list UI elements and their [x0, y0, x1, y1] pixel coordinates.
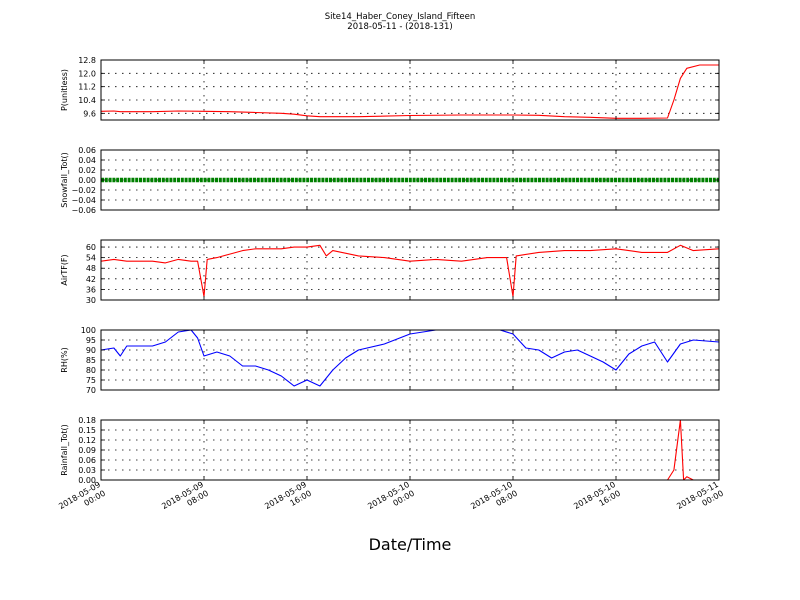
panel-5: 0.180.150.120.090.060.030.00 Rainfall_Tot…: [60, 416, 720, 485]
y-tick-label: 0.09: [78, 446, 96, 455]
y-tick-label: 95: [86, 336, 96, 345]
y-tick-label: 48: [86, 264, 96, 273]
y-tick-label: 11.2: [78, 83, 96, 92]
y-tick-label: 75: [86, 376, 96, 385]
y-tick-label: 0.12: [78, 436, 96, 445]
panel-frame: [100, 239, 720, 301]
y-axis-label: Rainfall_Tot(): [60, 424, 69, 476]
y-tick-label: 80: [86, 366, 96, 375]
y-tick-label: 9.6: [83, 109, 96, 118]
y-tick-label: 90: [86, 346, 96, 355]
y-tick-label: 54: [86, 254, 96, 263]
y-tick-label: 0.06: [78, 146, 96, 155]
y-tick-label: −0.02: [71, 186, 96, 195]
y-tick-label: 42: [86, 275, 96, 284]
y-tick-label: 100: [81, 326, 96, 335]
y-tick-label: 0.06: [78, 456, 96, 465]
y-tick-label: 0.03: [78, 466, 96, 475]
y-tick-label: −0.06: [71, 206, 96, 215]
data-series-line: [101, 419, 719, 481]
y-axis-label: P(unitless): [60, 69, 69, 111]
y-tick-label: 0.18: [78, 416, 96, 425]
panel-1: 12.8 12.0 11.2 10.4 9.6 P(unitless): [60, 56, 720, 121]
y-axis-label: RH(%): [60, 347, 69, 372]
chart-panels: 12.812.011.210.49.6P(unitless)0.060.040.…: [60, 56, 720, 485]
y-tick-label: 10.4: [78, 96, 96, 105]
data-series-line: [100, 64, 719, 119]
y-tick-label: 36: [86, 285, 96, 294]
chart-subtitle: 2018-05-11 - (2018-131): [347, 22, 452, 32]
y-tick-label: 0.04: [78, 156, 96, 165]
y-tick-label: 0.00: [78, 176, 96, 185]
panel-2: 0.060.040.020.00−0.02−0.04−0.06Snowfall_…: [60, 146, 720, 215]
y-tick-label: 60: [86, 243, 96, 252]
y-tick-label: 12.0: [78, 69, 96, 78]
y-tick-label: 0.02: [78, 166, 96, 175]
y-tick-label: 12.8: [78, 56, 96, 65]
data-series-line: [100, 244, 720, 298]
y-axis-label: AirTF(F): [60, 254, 69, 285]
y-tick-label: 70: [86, 386, 96, 395]
y-tick-label: 85: [86, 356, 96, 365]
y-tick-label: −0.04: [71, 196, 96, 205]
y-tick-label: 0.00: [78, 476, 96, 485]
chart-title: Site14_Haber_Coney_Island_Fifteen: [325, 12, 476, 22]
y-tick-label: 0.15: [78, 426, 96, 435]
y-axis-label: Snowfall_Tot(): [60, 152, 69, 208]
x-axis-label: Date/Time: [369, 535, 452, 554]
y-tick-label: 30: [86, 296, 96, 305]
